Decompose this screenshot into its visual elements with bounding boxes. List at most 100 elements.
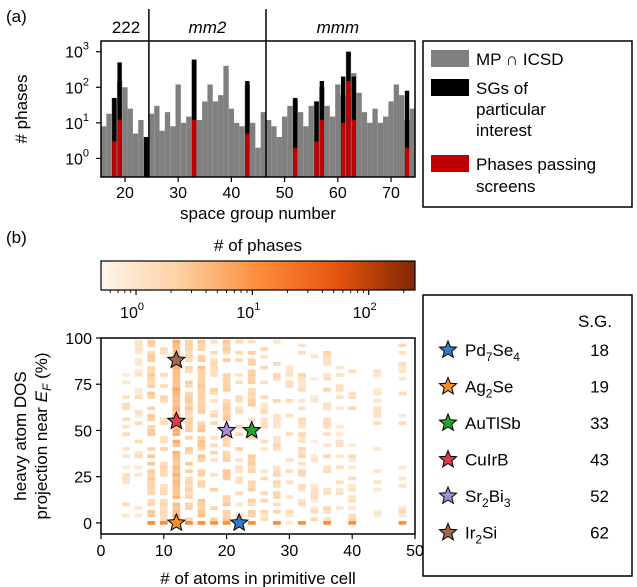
panel-b-x-ticks: 0 10 20 30 40 50 [97,534,424,560]
heatmap-cell [223,406,231,410]
bar-0-26 [154,106,159,177]
heatmap-cell [147,351,155,355]
heatmap-cell [135,454,143,458]
heatmap-cell [373,399,381,403]
heatmap-cell [172,451,180,455]
heatmap-cell [323,443,331,447]
panel-b-heatmap-cells [122,340,406,525]
heatmap-cell [235,491,243,495]
heatmap-cell [399,466,407,470]
heatmap-cell [185,469,193,473]
heatmap-cell [311,517,319,521]
heatmap-cell [273,495,281,499]
heatmap-cell [273,421,281,425]
heatmap-cell [172,344,180,348]
heatmap-cell [235,395,243,399]
heatmap-cell [373,469,381,473]
heatmap-cell [336,366,344,370]
heatmap-cell [248,480,256,484]
heatmap-cell [198,425,206,429]
heatmap-cell [248,362,256,366]
heatmap-cell [223,473,231,477]
heatmap-cell [273,440,281,444]
heatmap-cell [135,362,143,366]
bar-1-24 [144,137,148,177]
heatmap-cell [286,510,294,514]
heatmap-cell [147,473,155,477]
bar-0-60 [335,84,340,177]
legend-swatch-mp-icsd [431,50,469,67]
heatmap-cell [248,351,256,355]
heatmap-cell [311,377,319,381]
heatmap-cell [336,480,344,484]
heatmap-cell [160,510,168,514]
bar-0-46 [261,112,266,177]
heatmap-cell [147,355,155,359]
heatmap-cell [172,503,180,507]
heatmap-cell [172,440,180,444]
bar-0-74 [410,109,415,177]
heatmap-cell [185,355,193,359]
heatmap-cell [298,421,306,425]
heatmap-cell [373,373,381,377]
heatmap-cell [198,443,206,447]
heatmap-cell [273,377,281,381]
heatmap-cell [223,399,231,403]
heatmap-cell [223,469,231,473]
heatmap-cell [122,454,130,458]
bar-0-67 [372,109,377,177]
legend-swatch-sgs-interest [431,79,469,96]
heatmap-cell [198,369,206,373]
heatmap-cell [210,392,218,396]
heatmap-cell [248,466,256,470]
heatmap-cell [248,488,256,492]
y-tick-label: 0 [83,516,92,533]
heatmap-cell [185,347,193,351]
heatmap-cell [210,388,218,392]
heatmap-cell [198,395,206,399]
heatmap-cell [248,373,256,377]
heatmap-cell [198,399,206,403]
heatmap-cell [260,403,268,407]
heatmap-cell [286,366,294,370]
heatmap-cell [198,358,206,362]
heatmap-cell [260,510,268,514]
heatmap-cell [185,447,193,451]
heatmap-cell [373,406,381,410]
heatmap-cell [160,421,168,425]
heatmap-cell [172,432,180,436]
heatmap-cell [223,403,231,407]
heatmap-cell [185,358,193,362]
heatmap-cell [185,406,193,410]
heatmap-cell [286,414,294,418]
panel-b-highlighted-stars [168,351,260,530]
heatmap-cell [235,480,243,484]
heatmap-cell-zero-row [223,521,231,525]
heatmap-cell [348,514,356,518]
heatmap-cell [260,395,268,399]
heatmap-cell [198,381,206,385]
heatmap-cell [135,369,143,373]
heatmap-cell [172,399,180,403]
heatmap-cell [248,392,256,396]
heatmap-cell [122,406,130,410]
heatmap-cell [298,432,306,436]
heatmap-cell [248,399,256,403]
bar-0-36 [207,84,212,177]
heatmap-cell [172,369,180,373]
heatmap-cell [147,484,155,488]
heatmap-cell [160,469,168,473]
heatmap-cell [260,418,268,422]
bar-0-21 [128,109,133,177]
heatmap-cell [348,477,356,481]
heatmap-cell [122,381,130,385]
heatmap-cell-zero-row [198,521,206,525]
y-tick-label: 100 [65,331,92,348]
heatmap-cell [260,499,268,503]
heatmap-cell [323,355,331,359]
heatmap-cell [348,392,356,396]
heatmap-cell [198,469,206,473]
heatmap-cell [147,418,155,422]
heatmap-cell [172,469,180,473]
heatmap-cell [185,414,193,418]
